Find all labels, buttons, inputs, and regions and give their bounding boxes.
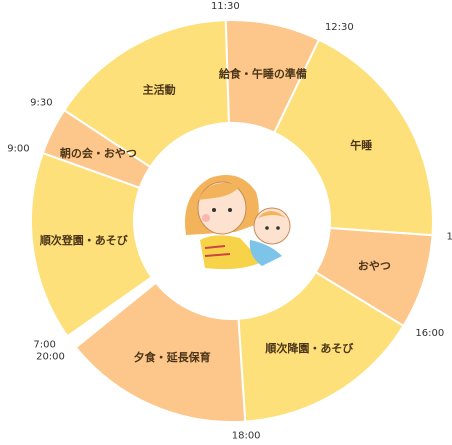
time-label: 20:00 [36,351,65,362]
segment-label: 給食・午睡の準備 [219,67,307,81]
time-label: 11:30 [211,1,240,12]
time-label: 12:30 [325,22,354,33]
time-label: 9:30 [30,97,52,108]
segment-label: 午睡 [350,138,372,152]
time-label: 9:00 [7,143,29,154]
segment-label: おやつ [358,260,391,273]
segment-label: 順次登園・あそび [40,233,129,247]
segment-label: 主活動 [143,82,176,96]
segment-label: 順次降園・あそび [265,341,354,355]
time-label: 18:00 [232,431,261,442]
time-label: 16:00 [415,328,444,339]
segment-label: 朝の会・おやつ [60,146,137,160]
time-label: 7:00 [33,339,55,350]
time-label: 15:00 [446,231,452,242]
chart: 順次登園・あそび 7:00 朝の会・おやつ 9:00 主活動 9:30 給食・午睡の準備 11… [0,0,452,445]
center-illustration [134,123,330,319]
segment-label: 夕食・延長保育 [134,350,211,364]
